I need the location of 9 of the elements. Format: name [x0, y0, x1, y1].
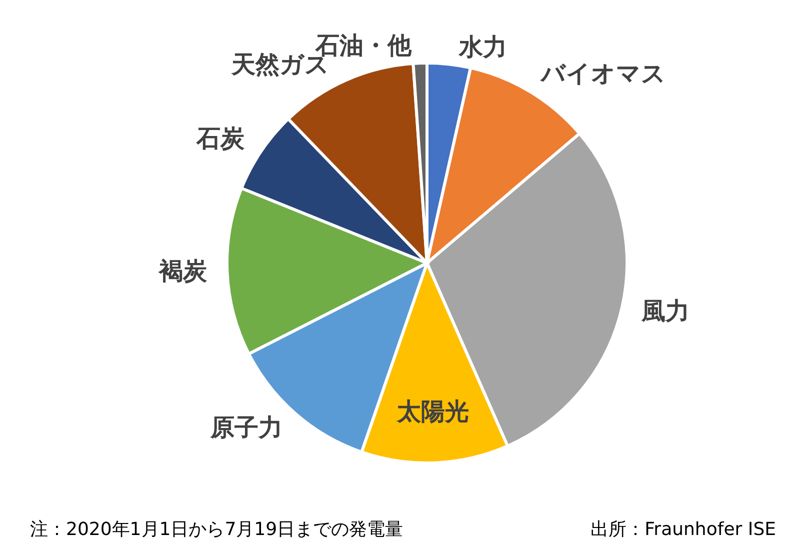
text: 出所：Fraunhofer ISE — [590, 519, 776, 540]
slice-label: バイオマス — [538, 59, 666, 88]
slice-label: 水力 — [458, 32, 508, 61]
slice-label: 石炭 — [196, 124, 246, 152]
slice-label: 原子力 — [210, 414, 283, 442]
slice-label: 太陽光 — [396, 397, 470, 426]
slice-label: 風力 — [640, 296, 690, 325]
text: 注：2020年1月1日から7月19日までの発電量 — [30, 519, 404, 540]
slice-label: 褐炭 — [158, 257, 208, 286]
